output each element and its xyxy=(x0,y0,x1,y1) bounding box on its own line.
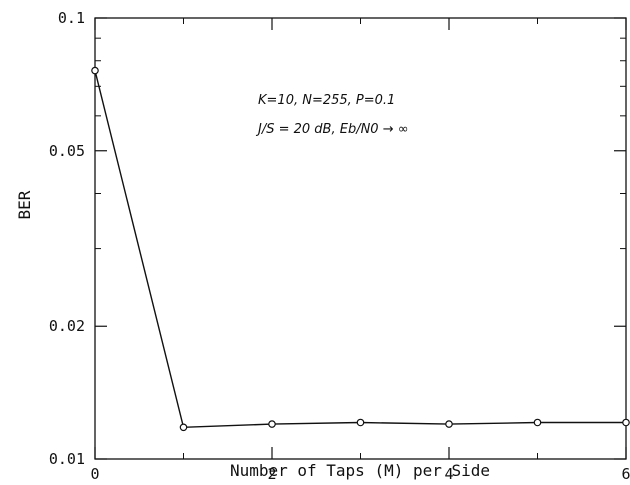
x-tick-label: 0 xyxy=(90,465,99,483)
x-axis-label: Number of Taps (M) per Side xyxy=(230,461,490,480)
x-tick-labels: 0 2 4 6 xyxy=(90,465,630,483)
plot-frame xyxy=(94,17,627,460)
y-tick-label: 0.01 xyxy=(49,450,85,468)
annotation-js-ratio: J/S = 20 dB, Eb/N0 → ∞ xyxy=(255,122,409,137)
axis-minor-ticks xyxy=(95,18,626,459)
data-point xyxy=(268,420,276,428)
data-point xyxy=(179,423,188,432)
x-tick-label: 6 xyxy=(621,465,630,483)
data-point xyxy=(533,418,542,427)
data-point xyxy=(622,418,630,427)
x-tick-label: 4 xyxy=(444,465,453,483)
data-point xyxy=(356,418,365,427)
y-tick-labels: 0.01 0.02 0.05 0.1 xyxy=(49,9,85,468)
y-tick-label: 0.1 xyxy=(58,9,85,27)
data-point xyxy=(91,66,99,75)
x-tick-label: 2 xyxy=(267,465,276,483)
data-point xyxy=(445,420,453,428)
series-points xyxy=(91,66,630,432)
annotation-params: K=10, N=255, P=0.1 xyxy=(258,93,395,108)
y-tick-label: 0.05 xyxy=(49,142,85,160)
y-tick-label: 0.02 xyxy=(49,317,85,335)
y-axis-label: BER xyxy=(15,190,34,219)
